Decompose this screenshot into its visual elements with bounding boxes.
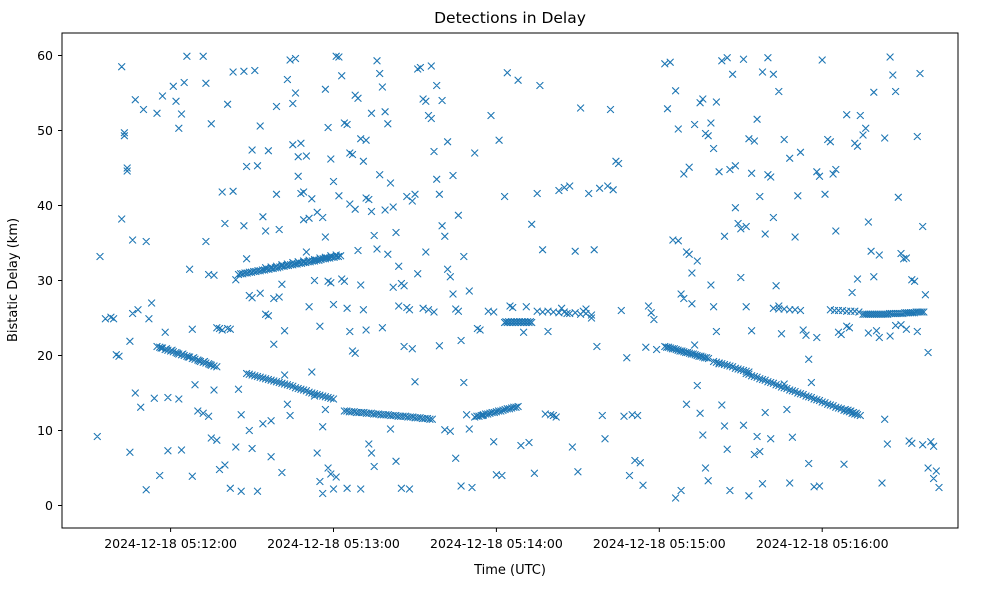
y-tick-label: 20 [37,348,53,363]
y-tick-label: 60 [37,48,53,63]
y-tick-label: 30 [37,273,53,288]
chart-title: Detections in Delay [434,9,586,27]
y-axis-ticks: 0 10 20 30 40 50 60 [37,48,62,513]
x-tick-label: 2024-12-18 05:12:00 [104,536,237,551]
y-tick-label: 10 [37,423,53,438]
x-tick-label: 2024-12-18 05:16:00 [756,536,889,551]
y-tick-label: 50 [37,123,53,138]
y-tick-label: 40 [37,198,53,213]
x-tick-label: 2024-12-18 05:15:00 [593,536,726,551]
x-axis-ticks: 2024-12-18 05:12:00 2024-12-18 05:13:00 20… [104,528,889,551]
x-tick-label: 2024-12-18 05:13:00 [267,536,400,551]
x-tick-label: 2024-12-18 05:14:00 [430,536,563,551]
x-axis-label: Time (UTC) [473,563,546,578]
scatter-points [93,52,943,502]
y-tick-label: 0 [45,498,53,513]
plot-area-border [61,32,959,529]
y-axis-label: Bistatic Delay (km) [6,218,21,342]
